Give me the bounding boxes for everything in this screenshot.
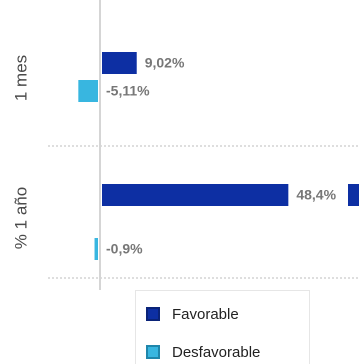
bar-favorable-0 <box>102 52 137 74</box>
legend-label-favorable: Favorable <box>172 305 239 323</box>
bar-chart: 1 mes % 1 año 9,02% 48,4% -5,11% -0,9% <box>11 0 359 290</box>
category-label-1: % 1 año <box>11 187 30 249</box>
bar-favorable-1 <box>102 184 289 206</box>
legend-label-desfavorable: Desfavorable <box>172 343 261 361</box>
bar-desfavorable-1 <box>94 238 98 260</box>
data-label-desfavorable-0: -5,11% <box>106 83 150 99</box>
data-label-desfavorable-1: -0,9% <box>106 241 143 257</box>
data-label-favorable-1: 48,4% <box>296 187 336 203</box>
category-label-0: 1 mes <box>11 55 30 101</box>
legend: Favorable Desfavorable <box>135 290 310 364</box>
legend-item-favorable[interactable]: Favorable <box>146 305 239 323</box>
legend-swatch-desfavorable <box>146 345 160 359</box>
bar-partial-right <box>348 184 359 206</box>
bar-desfavorable-0 <box>78 80 98 102</box>
legend-item-desfavorable[interactable]: Desfavorable <box>146 343 260 361</box>
data-label-favorable-0: 9,02% <box>145 55 185 71</box>
legend-swatch-favorable <box>146 307 160 321</box>
